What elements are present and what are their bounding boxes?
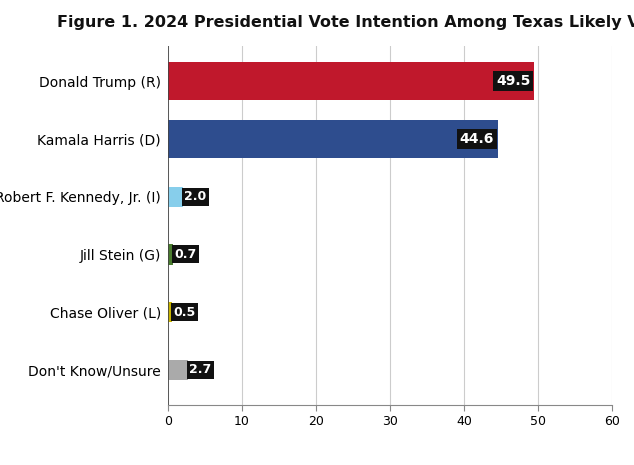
Text: 0.5: 0.5 — [173, 306, 195, 319]
Bar — [168, 120, 498, 158]
Text: 44.6: 44.6 — [460, 132, 495, 146]
Text: 2.0: 2.0 — [184, 190, 207, 203]
Text: © Hobby School of Public Affairs at the University of Houston: © Hobby School of Public Affairs at the … — [6, 448, 392, 458]
Text: 49.5: 49.5 — [496, 74, 531, 88]
Bar — [168, 62, 534, 100]
Title: Figure 1. 2024 Presidential Vote Intention Among Texas Likely Voters (%): Figure 1. 2024 Presidential Vote Intenti… — [58, 15, 634, 30]
Text: 2.7: 2.7 — [190, 364, 212, 376]
Bar — [168, 302, 172, 322]
Bar — [168, 244, 173, 265]
Text: 0.7: 0.7 — [175, 248, 197, 261]
Bar — [168, 186, 183, 207]
Bar — [168, 360, 188, 380]
